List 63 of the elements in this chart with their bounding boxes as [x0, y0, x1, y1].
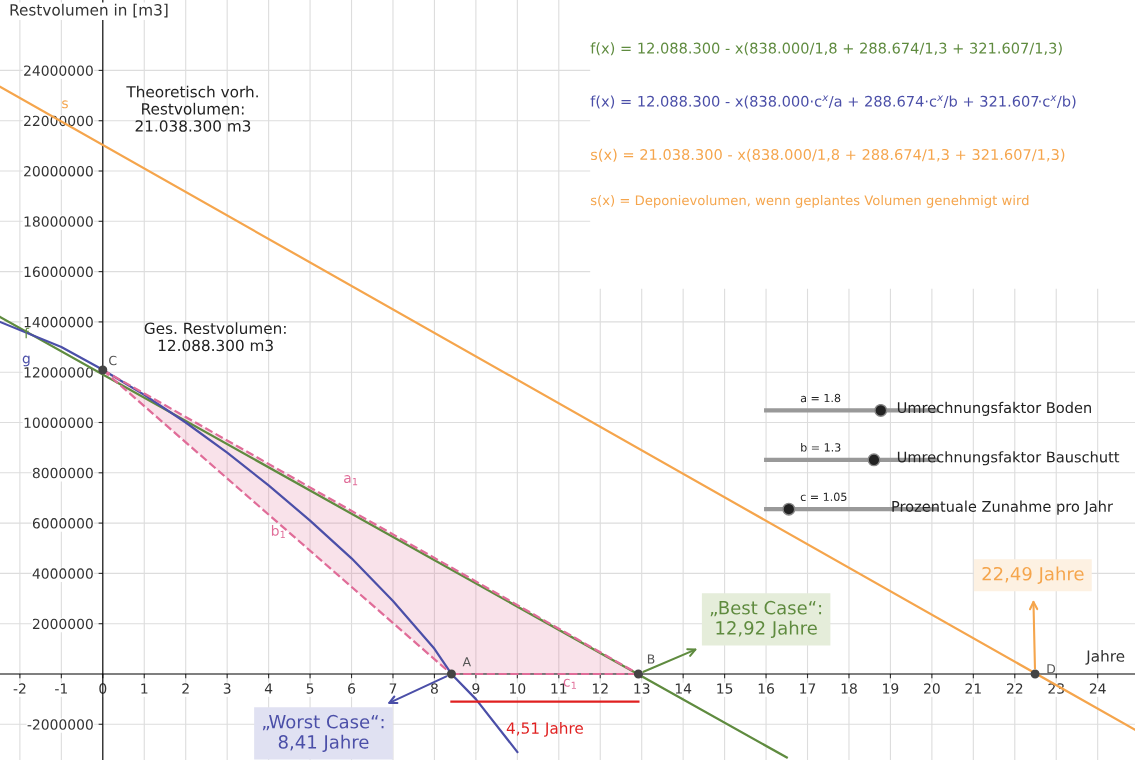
x-tick-label: 3 [223, 683, 231, 694]
annotation: f(x) = 12.088.300 - x(838.000·c$^{x}$/a + 288.674·c$^{x}$/b + 321.607·c$^{x}$/b) [590, 95, 1076, 109]
series-label: a$_{1}$ [344, 475, 358, 486]
x-tick-label: 7 [389, 683, 397, 694]
annotation: Prozentuale Zunahme pro Jahr [892, 500, 1113, 515]
x-tick-label: 12 [592, 683, 608, 694]
x-axis-title: Jahre [1085, 650, 1125, 665]
y-tick-label: 12000000 [24, 367, 93, 378]
y-tick-label: 20000000 [24, 165, 93, 177]
x-tick-label: 13 [634, 683, 650, 694]
annotation: „Best Case“: 12,92 Jahre [710, 600, 822, 639]
annotation: c = 1.05 [800, 492, 847, 502]
y-tick-label: -2000000 [27, 719, 93, 730]
x-tick-label: 15 [717, 683, 733, 694]
annotation: s(x) = Deponievolumen, wenn geplantes Volumen genehmigt wird [590, 195, 1029, 208]
x-tick-label: 6 [348, 683, 356, 694]
x-tick-label: 9 [472, 683, 480, 694]
annotation: D [1047, 664, 1056, 674]
annotation: Umrechnungsfaktor Bauschutt [897, 451, 1120, 466]
y-tick-label: 24000000 [24, 65, 93, 76]
series-label: f [24, 327, 30, 339]
y-tick-label: 14000000 [24, 316, 93, 328]
annotation: b = 1.3 [801, 443, 841, 452]
x-tick-label: 2 [182, 683, 189, 694]
x-tick-label: 17 [800, 683, 816, 694]
y-axis-title: Restvolumen in [m3] [10, 3, 168, 18]
x-tick-label: 10 [510, 683, 526, 694]
x-tick-label: 1 [141, 683, 148, 694]
annotation: s(x) = 21.038.300 - x(838.000/1,8 + 288.674/1,3 + 321.607/1,3) [590, 148, 1065, 162]
annotation: a = 1.8 [800, 393, 841, 403]
series-label: b$_{1}$ [271, 525, 285, 538]
annotation: A [462, 657, 471, 667]
x-tick-label: 19 [883, 683, 899, 694]
y-tick-label: 6000000 [32, 518, 93, 529]
x-tick-label: 4 [264, 683, 273, 694]
x-tick-label: 18 [841, 683, 857, 694]
series-label: g [22, 355, 30, 367]
y-tick-label: 4000000 [32, 568, 93, 579]
annotation: Theoretisch vorh. Restvolumen: 21.038.300 m3 [126, 85, 258, 132]
annotation: C [109, 355, 117, 366]
x-tick-label: 21 [965, 683, 981, 694]
annotation: „Worst Case“: 8,41 Jahre [262, 714, 384, 753]
x-tick-label: 16 [758, 683, 775, 694]
x-tick-label: 22 [1006, 683, 1023, 694]
x-tick-label: 24 [1089, 683, 1106, 694]
annotation: B [647, 654, 655, 664]
y-tick-label: 10000000 [24, 417, 93, 428]
x-tick-label: 5 [306, 683, 314, 694]
x-tick-label: -2 [13, 683, 26, 694]
x-tick-label: 20 [924, 683, 940, 694]
x-tick-label: -1 [55, 683, 67, 694]
annotation: 22,49 Jahre [982, 566, 1084, 584]
x-tick-label: 14 [675, 683, 692, 694]
annotation: f(x) = 12.088.300 - x(838.000/1,8 + 288.674/1,3 + 321.607/1,3) [590, 42, 1062, 56]
y-tick-label: 18000000 [24, 216, 93, 227]
y-tick-label: 8000000 [32, 467, 93, 479]
annotation: Umrechnungsfaktor Boden [897, 401, 1091, 416]
y-tick-label: 16000000 [24, 266, 93, 278]
series-label: s [62, 100, 68, 109]
annotation: 4,51 Jahre [506, 722, 583, 737]
y-tick-label: 2000000 [32, 618, 93, 630]
annotation: Ges. Restvolumen: 12.088.300 m3 [144, 322, 286, 352]
x-tick-label: 8 [430, 683, 438, 694]
